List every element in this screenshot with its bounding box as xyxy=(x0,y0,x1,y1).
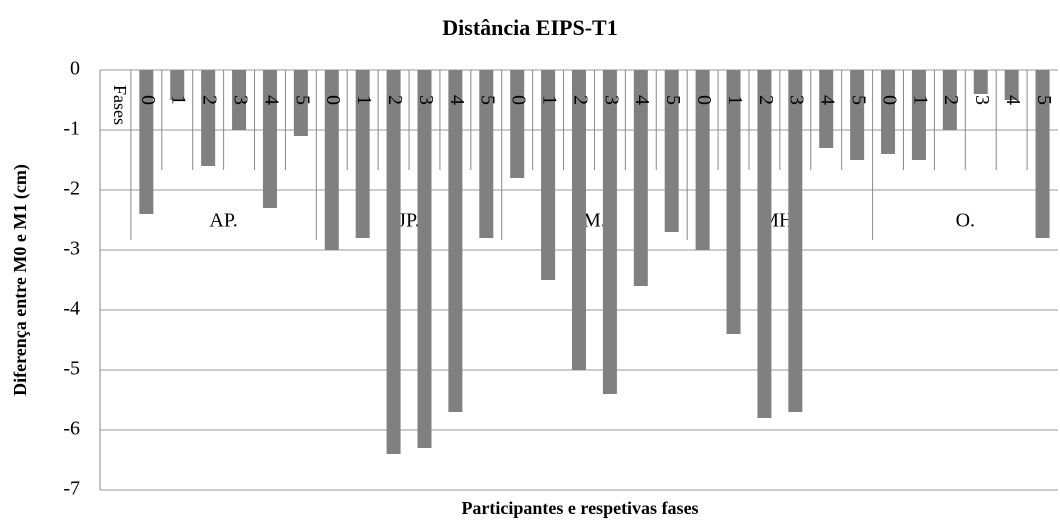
bar xyxy=(973,70,988,94)
bar xyxy=(355,70,370,238)
x-tick-label: 1 xyxy=(353,95,375,105)
bar xyxy=(911,70,926,160)
x-tick-label: 4 xyxy=(1002,95,1024,105)
x-tick-label: 0 xyxy=(137,95,159,105)
x-tick-label: 2 xyxy=(755,95,777,105)
x-tick-label: 2 xyxy=(569,95,591,105)
x-tick-label: 2 xyxy=(199,95,221,105)
x-tick-label: 5 xyxy=(477,95,499,105)
bar xyxy=(602,70,617,394)
bar xyxy=(819,70,834,148)
x-tick-label: 2 xyxy=(384,95,406,105)
y-tick-label: -5 xyxy=(63,358,80,380)
bar xyxy=(386,70,401,454)
bar xyxy=(417,70,432,448)
bar xyxy=(572,70,586,370)
x-tick-label: 3 xyxy=(415,95,437,105)
x-tick-label: 3 xyxy=(600,95,622,105)
bar xyxy=(262,70,277,208)
y-tick-label: -1 xyxy=(63,118,80,140)
x-tick-label: 0 xyxy=(322,95,344,105)
x-tick-label: 1 xyxy=(168,95,190,105)
x-tick-label: 0 xyxy=(508,95,530,105)
x-tick-label: 0 xyxy=(878,95,900,105)
bar xyxy=(788,70,803,412)
x-tick-label: 0 xyxy=(693,95,715,105)
y-tick-label: -6 xyxy=(63,418,80,440)
x-tick-label: 4 xyxy=(446,95,468,105)
bar xyxy=(633,70,648,286)
bar xyxy=(1004,70,1019,100)
bar xyxy=(850,70,865,160)
x-tick-label: 1 xyxy=(909,95,931,105)
x-tick-label: 3 xyxy=(971,95,993,105)
bar xyxy=(293,70,308,136)
bar xyxy=(942,70,957,130)
group-label: AP. xyxy=(209,210,237,232)
bar xyxy=(201,70,216,166)
x-axis-title: Participantes e respetivas fases xyxy=(461,498,698,518)
bar xyxy=(757,70,772,418)
x-tick-label: 5 xyxy=(848,95,870,105)
bar xyxy=(695,70,710,250)
group-label: JP. xyxy=(398,210,420,232)
bar xyxy=(232,70,247,130)
group-label: O. xyxy=(956,210,975,232)
x-tick-label: 4 xyxy=(631,95,653,105)
bar xyxy=(881,70,896,154)
bar xyxy=(139,70,154,214)
x-tick-label: 5 xyxy=(291,95,313,105)
x-tick-label: 1 xyxy=(539,95,561,105)
chart-title: Distância EIPS-T1 xyxy=(442,15,617,40)
y-tick-label: -7 xyxy=(63,478,80,500)
y-axis-title: Diferença entre M0 e M1 (cm) xyxy=(10,164,31,396)
x-tick-label: 3 xyxy=(786,95,808,105)
bar xyxy=(664,70,679,232)
x-tick-label: 4 xyxy=(817,95,839,105)
x-tick-label: 4 xyxy=(260,95,282,105)
x-tick-label: 2 xyxy=(940,95,962,105)
y-tick-label: -3 xyxy=(63,238,80,260)
bar xyxy=(324,70,339,250)
y-tick-label: -4 xyxy=(63,298,80,320)
x-tick-label: 1 xyxy=(724,95,746,105)
bar xyxy=(726,70,741,334)
bar xyxy=(479,70,494,238)
bar xyxy=(448,70,463,412)
bar xyxy=(510,70,525,178)
group-label: M. xyxy=(583,210,606,232)
x-tick-label: 5 xyxy=(1033,95,1055,105)
bar xyxy=(170,70,185,100)
bar xyxy=(541,70,556,280)
x-tick-label: 5 xyxy=(662,95,684,105)
x-tick-label: 3 xyxy=(229,95,251,105)
y-tick-label: -2 xyxy=(63,178,80,200)
y-tick-label: 0 xyxy=(70,58,80,80)
category-axis-title: Fases xyxy=(110,85,130,125)
bar xyxy=(1035,70,1050,238)
